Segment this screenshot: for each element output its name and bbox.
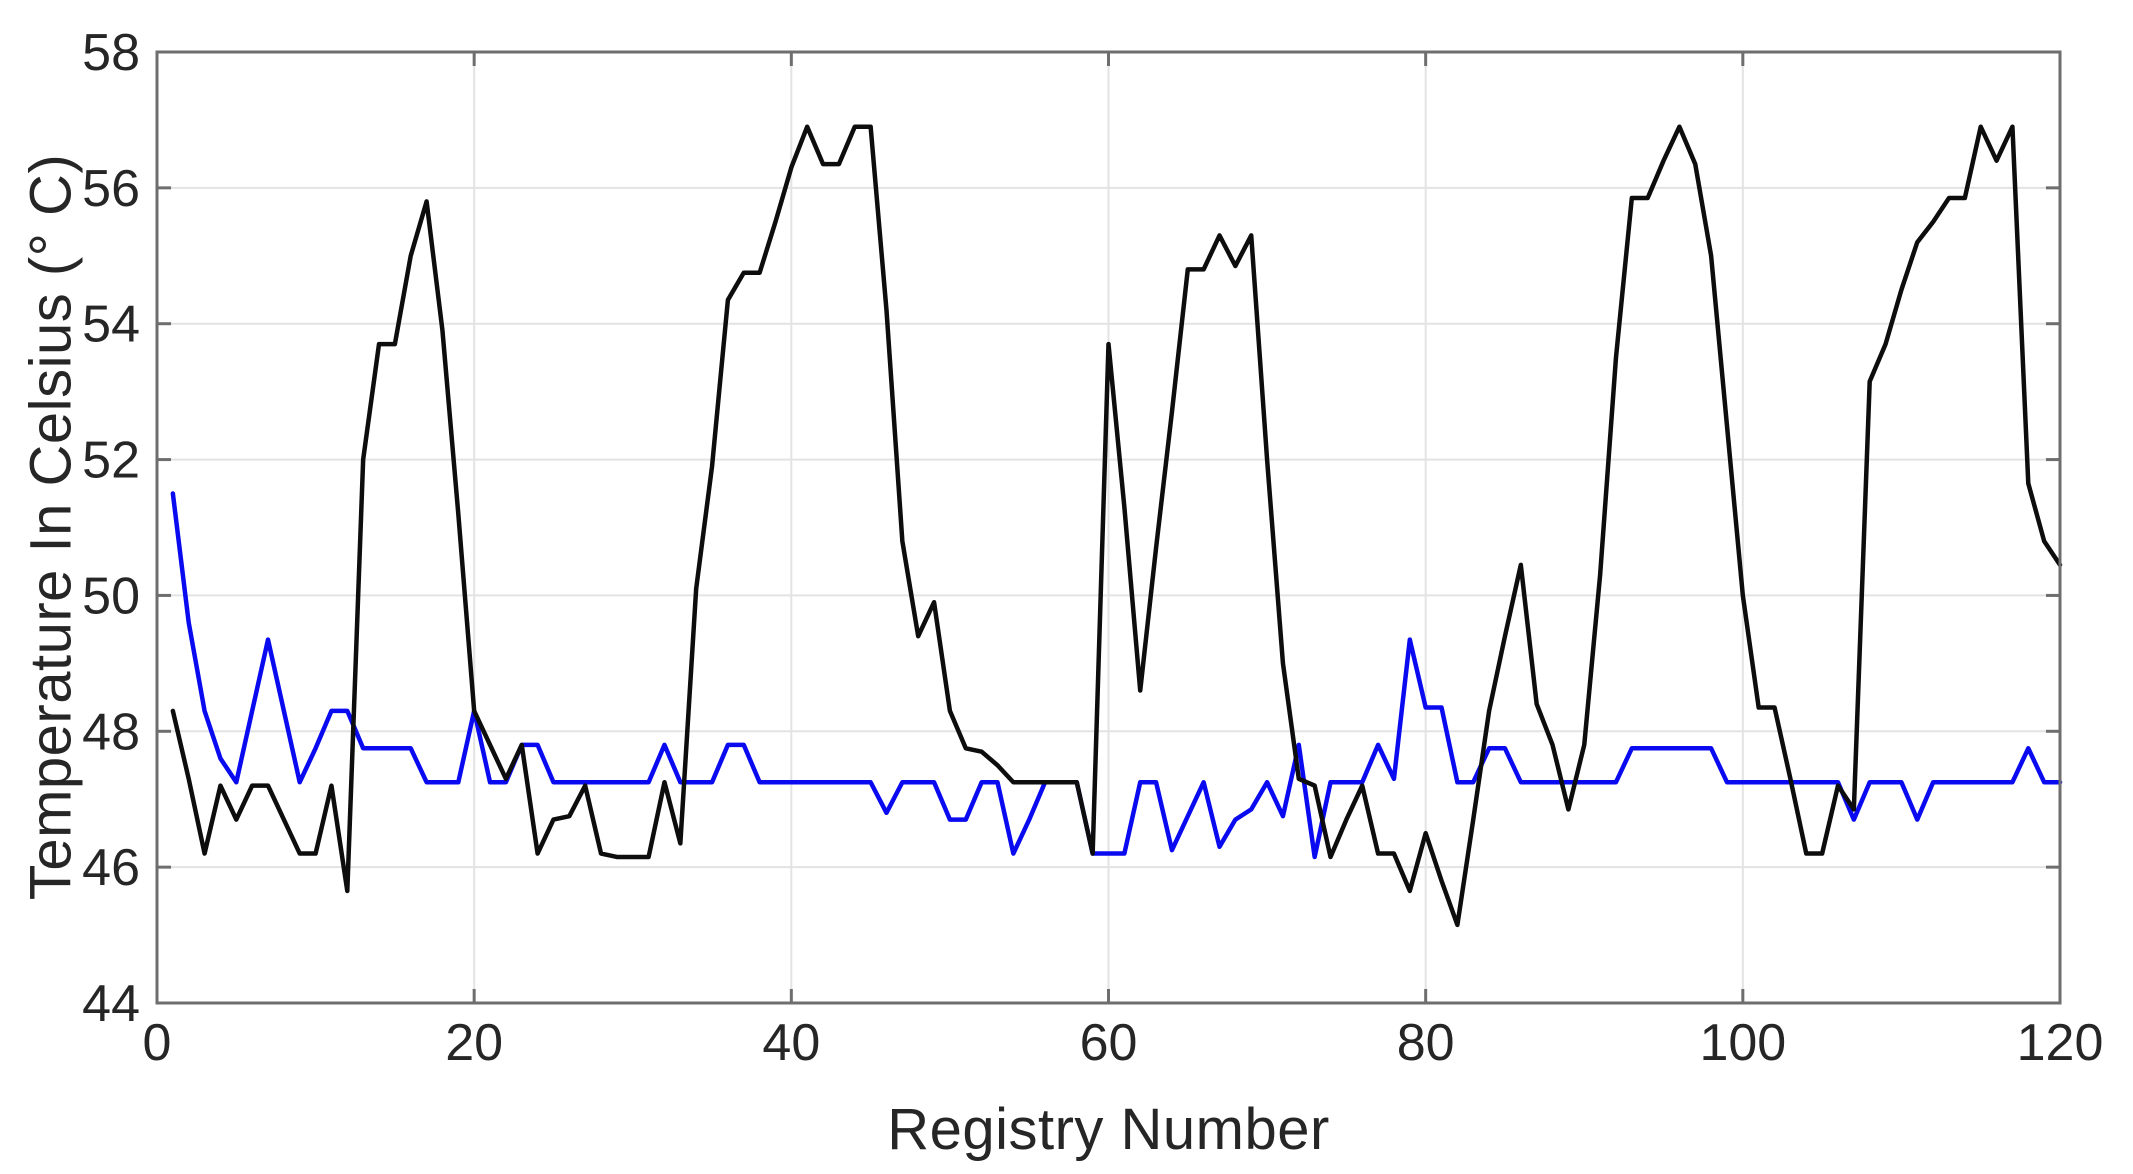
x-tick-label: 120: [2017, 1014, 2104, 1072]
x-tick-label: 80: [1397, 1014, 1455, 1072]
blue-series-line: [170, 491, 2063, 860]
black-series-line: [170, 124, 2063, 928]
y-tick-label: 50: [82, 567, 140, 625]
y-tick-label: 44: [82, 975, 140, 1033]
x-tick-label: 100: [1699, 1014, 1786, 1072]
x-tick-label: 60: [1080, 1014, 1138, 1072]
x-tick-label: 20: [445, 1014, 503, 1072]
y-tick-label: 56: [82, 160, 140, 218]
y-tick-label: 46: [82, 839, 140, 897]
x-axis-label: Registry Number: [887, 1097, 1330, 1162]
x-tick-label: 40: [762, 1014, 820, 1072]
y-tick-label: 52: [82, 432, 140, 490]
y-tick-label: 54: [82, 296, 140, 354]
y-axis-label: Temperature In Celsius (° C): [18, 153, 84, 901]
y-tick-label: 48: [82, 703, 140, 761]
x-tick-label: 0: [143, 1014, 172, 1072]
y-tick-label: 58: [82, 24, 140, 82]
